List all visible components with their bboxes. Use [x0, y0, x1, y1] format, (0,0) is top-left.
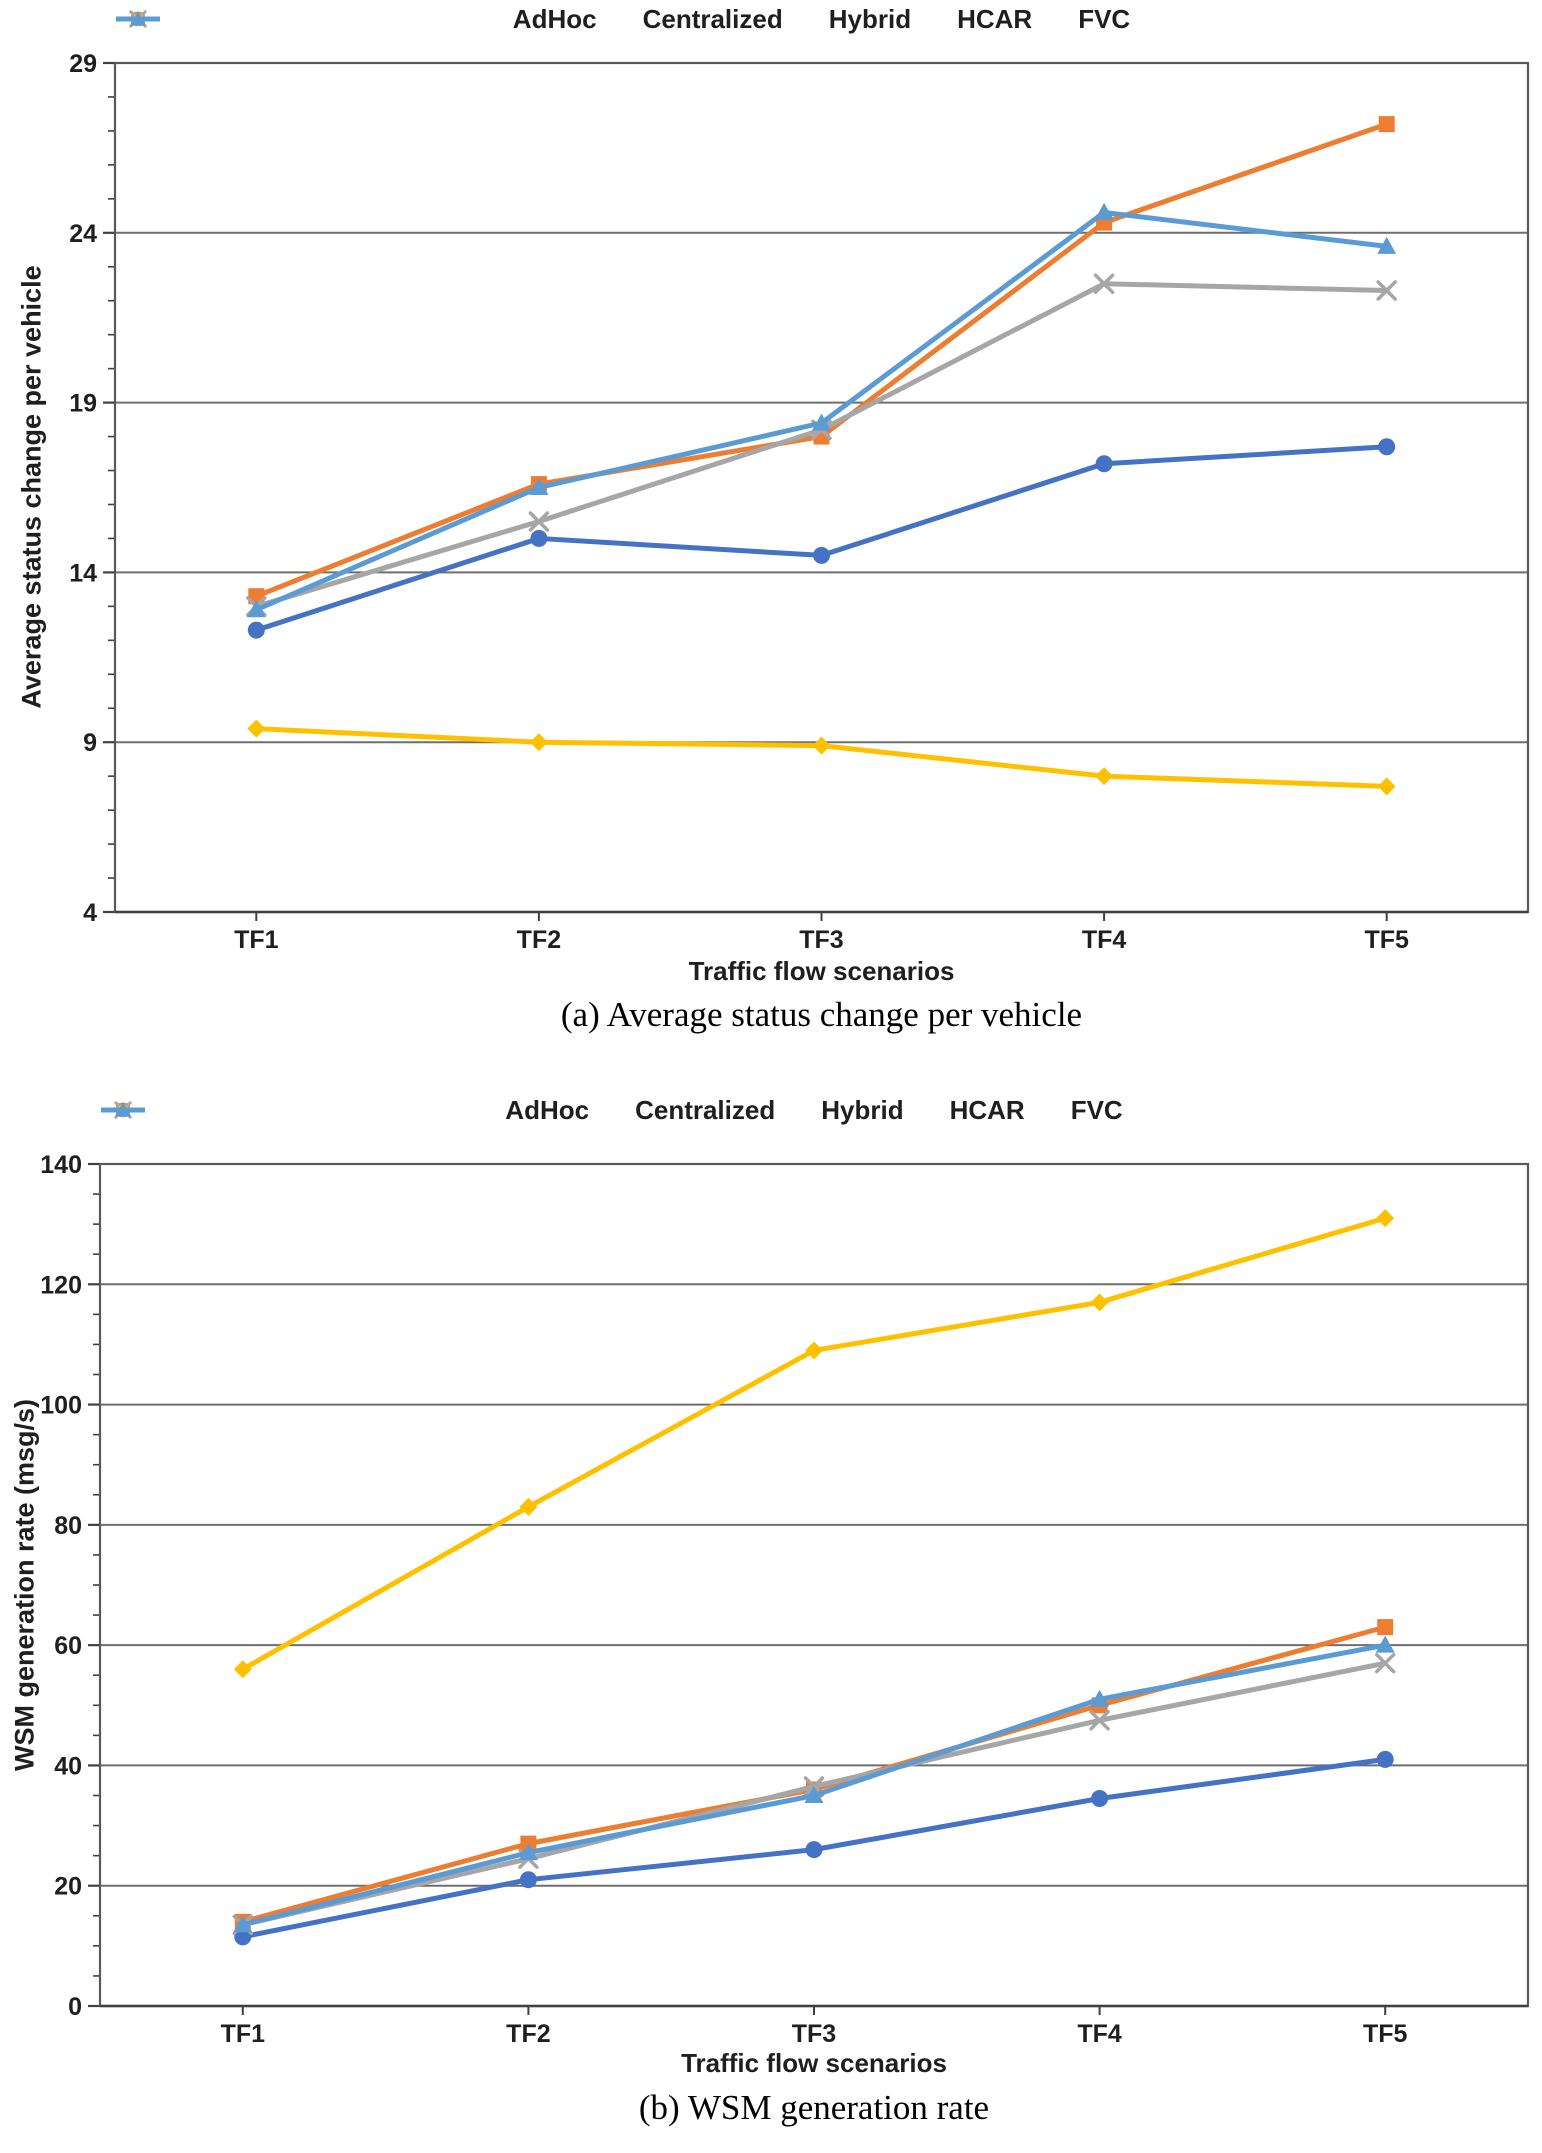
chart-b-legend: AdHoc Centralized Hybrid HCAR FVC [100, 1093, 1528, 1127]
chart-a-legend: AdHoc Centralized Hybrid HCAR FVC [115, 2, 1528, 36]
legend-item-hybrid: Hybrid [101, 1094, 904, 1126]
svg-text:TF4: TF4 [1077, 2020, 1122, 2048]
chart-a-y-axis-title: Average status change per vehicle [16, 265, 47, 709]
svg-text:TF2: TF2 [506, 2020, 550, 2048]
chart-a-block: AdHoc Centralized Hybrid HCAR FVC 4 9 14 19 24 29… [0, 0, 1542, 1060]
svg-text:100: 100 [40, 1392, 82, 1420]
svg-text:TF3: TF3 [792, 2020, 836, 2048]
svg-text:40: 40 [54, 1752, 82, 1780]
svg-text:TF4: TF4 [1082, 926, 1127, 954]
svg-text:4: 4 [83, 899, 97, 927]
svg-text:60: 60 [54, 1632, 82, 1660]
svg-text:29: 29 [69, 50, 97, 78]
legend-item-hcar: HCAR [116, 3, 1033, 35]
svg-text:TF1: TF1 [234, 926, 279, 954]
triangle-marker-icon [116, 10, 160, 26]
chart-b-block: AdHoc Centralized Hybrid HCAR FVC 0 20 40 60 80 1… [0, 1060, 1542, 2153]
chart-b-caption: (b) WSM generation rate [638, 2088, 990, 2127]
legend-label: AdHoc [505, 1094, 590, 1125]
triangle-marker-icon [101, 1101, 145, 1117]
svg-text:20: 20 [54, 1873, 82, 1901]
svg-text:TF5: TF5 [1363, 2020, 1408, 2048]
svg-text:0: 0 [68, 1993, 82, 2021]
legend-item-adhoc: AdHoc [101, 1094, 590, 1126]
svg-text:24: 24 [69, 220, 97, 248]
legend-item-hybrid: Hybrid [116, 3, 912, 35]
legend-item-fvc: FVC [116, 3, 1131, 35]
chart-b-y-axis-title: WSM generation rate (msg/s) [9, 1398, 40, 1772]
svg-text:80: 80 [54, 1512, 82, 1540]
legend-label: Centralized [642, 3, 783, 34]
chart-a-plot: 4 9 14 19 24 29 TF1 TF2 TF3 TF4 TF5 [69, 50, 1530, 954]
svg-text:19: 19 [69, 390, 97, 418]
svg-text:14: 14 [69, 559, 97, 587]
legend-label: FVC [1070, 1094, 1123, 1125]
legend-label: HCAR [957, 3, 1033, 34]
svg-text:TF1: TF1 [221, 2020, 266, 2048]
legend-item-centralized: Centralized [116, 3, 783, 35]
svg-text:TF3: TF3 [799, 926, 843, 954]
svg-text:TF2: TF2 [517, 926, 561, 954]
legend-label: Hybrid [821, 1094, 904, 1125]
legend-item-adhoc: AdHoc [116, 3, 597, 35]
legend-item-centralized: Centralized [101, 1094, 776, 1126]
legend-label: HCAR [949, 1094, 1025, 1125]
legend-item-fvc: FVC [101, 1094, 1123, 1126]
svg-text:120: 120 [40, 1271, 82, 1299]
svg-text:140: 140 [40, 1151, 82, 1179]
chart-a-caption: (a) Average status change per vehicle [560, 995, 1083, 1034]
svg-text:9: 9 [83, 729, 97, 757]
legend-label: Centralized [635, 1094, 776, 1125]
legend-label: Hybrid [828, 3, 912, 34]
svg-text:TF5: TF5 [1364, 926, 1409, 954]
chart-b-plot: 0 20 40 60 80 100 120 140 TF1 TF2 TF3 TF4 TF5 [40, 1151, 1530, 2048]
chart-a-x-axis-title: Traffic flow scenarios [688, 956, 955, 986]
chart-b-x-axis-title: Traffic flow scenarios [681, 2048, 947, 2078]
legend-label: FVC [1078, 3, 1131, 34]
legend-label: AdHoc [512, 3, 597, 34]
legend-item-hcar: HCAR [101, 1094, 1025, 1126]
